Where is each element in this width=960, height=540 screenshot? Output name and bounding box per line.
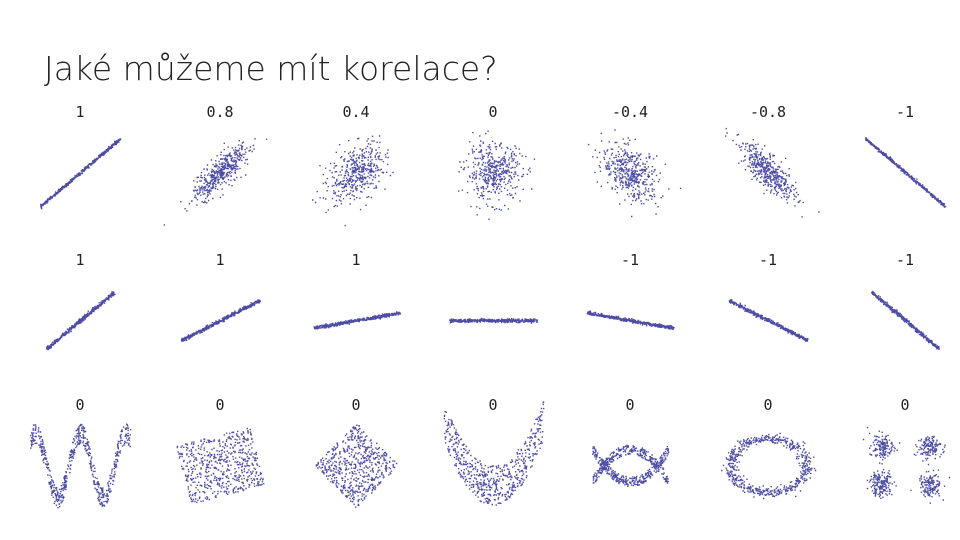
correlation-label: 0 <box>625 396 634 414</box>
correlation-label: 1 <box>351 251 360 269</box>
correlation-label: 0.4 <box>342 103 369 121</box>
scatter-plot <box>865 137 947 208</box>
scatter-plot <box>315 424 398 508</box>
correlation-label: -0.8 <box>750 103 786 121</box>
scatter-plot <box>725 127 820 218</box>
scatter-plot <box>163 138 268 226</box>
scatter-plot <box>592 444 670 487</box>
scatter-plot <box>871 290 940 350</box>
scatter-plot <box>862 426 951 504</box>
correlation-label: -1 <box>896 251 914 269</box>
correlation-label: 1 <box>75 251 84 269</box>
correlation-label: 1 <box>75 103 84 121</box>
correlation-label: 0 <box>215 396 224 414</box>
correlation-label: 0 <box>763 396 772 414</box>
correlation-label: -1 <box>759 251 777 269</box>
slide-title: Jaké můžeme mít korelace? <box>44 49 498 88</box>
scatter-plot <box>176 427 265 504</box>
correlation-label: 1 <box>215 251 224 269</box>
scatter-plot <box>721 432 817 500</box>
scatter-plot <box>313 311 401 330</box>
correlation-label: -0.4 <box>612 103 648 121</box>
correlation-label: 0.8 <box>206 103 233 121</box>
correlation-label: -1 <box>896 103 914 121</box>
scatter-plot <box>180 299 261 342</box>
scatter-plot <box>30 423 132 509</box>
scatter-plot <box>587 129 682 218</box>
scatter-plot <box>40 138 122 210</box>
correlation-label: 0 <box>900 396 909 414</box>
scatter-plot <box>443 401 545 506</box>
correlation-label: 0 <box>75 396 84 414</box>
scatter-plot <box>586 310 675 331</box>
scatter-plot <box>449 317 538 324</box>
scatter-plot <box>46 291 116 351</box>
scatter-plot <box>312 135 394 227</box>
correlation-label: 0 <box>488 396 497 414</box>
correlation-label: 0 <box>488 103 497 121</box>
scatter-plot <box>728 299 809 342</box>
correlation-label: -1 <box>621 251 639 269</box>
scatter-plot <box>458 130 536 220</box>
correlation-label: 0 <box>351 396 360 414</box>
